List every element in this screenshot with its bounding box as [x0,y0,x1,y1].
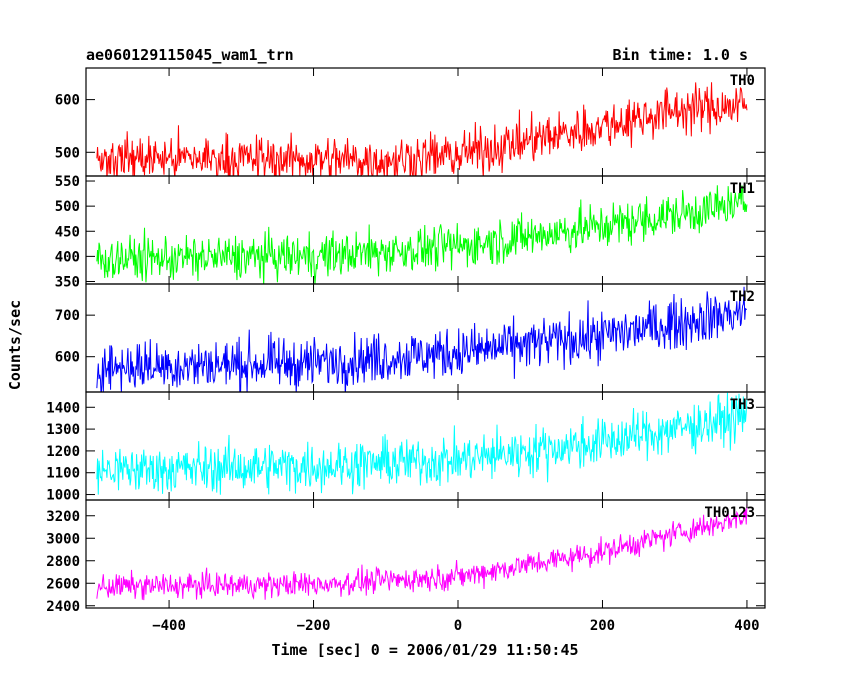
x-tick-label: 200 [590,618,615,634]
y-tick-label: 700 [55,308,80,324]
y-tick-label: 3200 [46,509,80,525]
y-tick-label: 1400 [46,400,80,416]
y-tick-label: 1100 [46,466,80,482]
y-tick-label: 350 [55,274,80,290]
panel-frame [85,499,766,609]
y-tick-label: 2800 [46,554,80,570]
panel-th0: 500 600 TH0 [55,67,766,177]
y-tick-label: 450 [55,224,80,240]
y-tick-label: 550 [55,174,80,190]
series-th0123 [96,503,748,601]
panel-th3: 1000 1100 1200 1300 1400 TH3 [46,391,766,504]
y-tick-label: 1300 [46,422,80,438]
panel-frame [85,391,766,501]
panel-th2: 600 700 TH2 [55,283,766,393]
series-th2 [96,286,748,392]
plot-title: ae060129115045_wam1_trn [86,46,294,64]
y-tick-label: 500 [55,145,80,161]
series-th0 [96,82,748,176]
panel-label: TH0123 [704,505,755,521]
panel-label: TH1 [730,181,755,197]
x-tick-label: 0 [454,618,462,634]
series-th1 [96,183,748,284]
y-tick-label: 400 [55,249,80,265]
panel-frame [85,175,766,285]
y-tick-label: 600 [55,350,80,366]
y-axis-label: Counts/sec [6,300,24,390]
panel-label: TH2 [730,289,755,305]
y-tick-label: 2400 [46,599,80,615]
y-tick-label: 600 [55,93,80,109]
series-th3 [96,392,748,495]
y-tick-label: 1000 [46,488,80,504]
x-tick-label: −400 [152,618,186,634]
panel-th0123: 2400 2600 2800 3000 3200 TH0123 [46,499,766,615]
y-tick-label: 2600 [46,576,80,592]
panel-label: TH3 [730,397,755,413]
y-tick-label: 500 [55,199,80,215]
x-tick-label: −200 [297,618,331,634]
x-tick-label: 400 [734,618,759,634]
x-axis-label: Time [sec] 0 = 2006/01/29 11:50:45 [271,641,578,659]
panel-label: TH0 [730,73,755,89]
panels-group: 500 600 TH0 350 400 450 500 550 TH1 600 700 TH2 1000… [46,67,766,615]
bin-time-label: Bin time: 1.0 s [613,46,748,64]
panel-th1: 350 400 450 500 550 TH1 [55,174,766,290]
time-axis: −400 −200 0 200 400 [152,618,759,634]
y-tick-label: 1200 [46,444,80,460]
y-tick-label: 3000 [46,531,80,547]
